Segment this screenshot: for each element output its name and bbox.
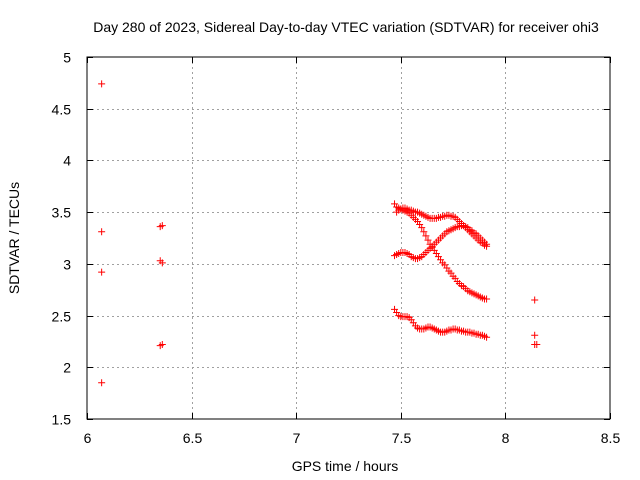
- data-point-isolated-early: [158, 341, 166, 349]
- y-tick-label: 2.5: [52, 309, 72, 325]
- x-tick-label: 8: [502, 430, 510, 446]
- data-point-track-upper-falling: [420, 228, 428, 236]
- grid-lines: [87, 57, 610, 419]
- data-point-isolated-early: [98, 228, 106, 236]
- y-tick-label: 1.5: [52, 412, 72, 428]
- x-axis-label: GPS time / hours: [292, 458, 399, 474]
- x-tick-label: 7: [293, 430, 301, 446]
- data-point-isolated-late: [531, 296, 539, 304]
- x-tick-label: 6.5: [183, 430, 203, 446]
- axis-ticks: [87, 57, 611, 420]
- y-tick-label: 4: [63, 153, 71, 169]
- data-point-track-upper-falling: [424, 236, 432, 244]
- data-point-isolated-early: [98, 268, 106, 276]
- data-point-track-middle-rising: [483, 240, 491, 248]
- data-point-isolated-early: [158, 259, 166, 267]
- data-point-track-upper-falling: [483, 295, 491, 303]
- y-tick-label: 3.5: [52, 205, 72, 221]
- y-tick-label: 2: [63, 360, 71, 376]
- data-point-isolated-early: [98, 80, 106, 88]
- data-points: [98, 80, 541, 387]
- y-tick-label: 4.5: [52, 102, 72, 118]
- x-tick-label: 7.5: [392, 430, 412, 446]
- data-point-track-lower: [483, 333, 491, 341]
- data-point-track-upper-falling: [418, 224, 426, 232]
- y-tick-label: 3: [63, 257, 71, 273]
- data-point-isolated-early: [98, 379, 106, 387]
- data-point-track-upper-falling: [422, 232, 430, 240]
- y-axis-label: SDTVAR / TECUs: [6, 182, 22, 294]
- y-tick-label: 5: [63, 50, 71, 66]
- data-point-isolated-late: [531, 331, 539, 339]
- plot-frame: [86, 56, 611, 420]
- chart-title: Day 280 of 2023, Sidereal Day-to-day VTE…: [93, 19, 599, 35]
- x-tick-label: 6: [84, 430, 92, 446]
- data-point-isolated-early: [158, 222, 166, 230]
- y-tick-labels: 1.5 2 2.5 3 3.5 4 4.5 5: [52, 50, 72, 428]
- x-tick-label: 8.5: [601, 430, 621, 446]
- data-point-isolated-late: [533, 341, 541, 349]
- x-tick-labels: 6 6.5 7 7.5 8 8.5: [84, 430, 621, 446]
